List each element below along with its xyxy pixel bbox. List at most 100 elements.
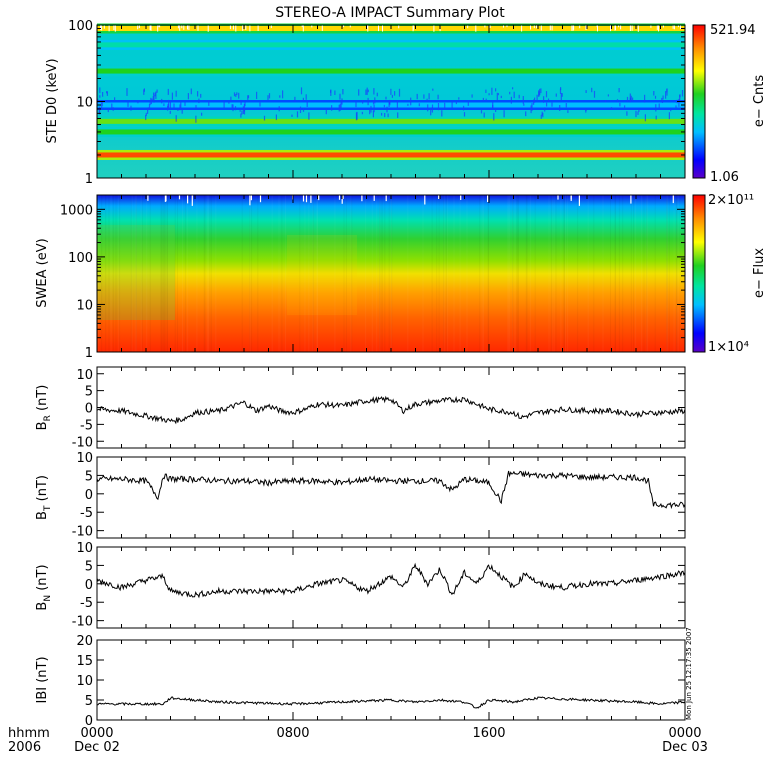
- ste-noise-streak: [306, 101, 308, 107]
- ste-noise-streak: [99, 106, 101, 115]
- swea-data-gap: [373, 195, 375, 201]
- swea-streak: [517, 195, 519, 352]
- swea-streak: [182, 195, 183, 352]
- ste-noise-streak: [184, 102, 186, 106]
- ste-data-gap: [573, 25, 575, 30]
- swea-streak: [312, 195, 314, 352]
- ste-noise-streak: [299, 106, 302, 113]
- br-ylabel-sub: R: [43, 415, 53, 421]
- ste-noise-streak: [300, 87, 303, 95]
- ste-data-gap: [301, 25, 303, 28]
- swea-streak: [149, 195, 151, 352]
- ste-data-gap: [489, 25, 491, 28]
- ste-noise-streak: [653, 91, 655, 96]
- ste-noise-streak: [540, 88, 542, 94]
- swea-streak: [257, 195, 259, 352]
- ste-data-gap: [149, 25, 151, 31]
- ste-noise-streak: [223, 101, 225, 108]
- swea-streak: [391, 195, 393, 352]
- ste-data-gap: [311, 25, 313, 28]
- swea-data-gap: [578, 195, 580, 206]
- bn-ytick-label: 10: [76, 541, 93, 556]
- ste-noise-streak: [560, 93, 562, 101]
- bmag-ytick-label: 0: [85, 714, 93, 729]
- ste-data-gap: [382, 25, 383, 32]
- ste-noise-streak: [148, 104, 151, 109]
- ste-data-gap: [650, 25, 652, 28]
- ste-data-gap: [138, 25, 140, 29]
- ste-noise-streak: [437, 103, 440, 111]
- ste-noise-streak: [102, 92, 104, 97]
- swea-streak: [614, 195, 616, 352]
- swea-streak: [676, 195, 678, 352]
- ste-noise-streak: [525, 111, 527, 117]
- ste-data-gap: [137, 25, 139, 30]
- ste-data-gap: [229, 25, 231, 30]
- ste-noise-streak: [342, 89, 344, 95]
- swea-streak: [162, 195, 164, 352]
- ste-noise-streak: [638, 108, 640, 112]
- ste-noise-streak: [282, 90, 284, 99]
- swea-streak: [241, 195, 243, 352]
- ste-noise-streak: [151, 98, 153, 101]
- ste-data-gap: [367, 25, 369, 32]
- bt-ylabel-sub: T: [43, 505, 53, 512]
- ste-noise-streak: [240, 99, 242, 105]
- swea-streak: [166, 195, 168, 352]
- swea-streak: [443, 195, 445, 352]
- swea-streak: [112, 195, 114, 352]
- ste-noise-streak: [361, 111, 363, 115]
- swea-streak: [677, 195, 679, 352]
- swea-streak: [459, 195, 461, 352]
- swea-early-region: [97, 225, 175, 320]
- ste-noise-streak: [426, 98, 428, 102]
- swea-streak: [285, 195, 286, 352]
- swea-streak: [453, 195, 455, 352]
- ste-noise-streak: [480, 110, 483, 114]
- swea-streak: [593, 195, 595, 352]
- swea-streak: [567, 195, 569, 352]
- ste-noise-streak: [644, 114, 646, 122]
- ste-noise-streak: [340, 101, 342, 109]
- br-ylabel: BR (nT): [35, 385, 53, 431]
- swea-streak: [210, 195, 212, 352]
- ste-data-gap: [467, 25, 469, 29]
- ste-noise-streak: [383, 104, 385, 108]
- ste-noise-streak: [197, 91, 199, 97]
- ste-noise-streak: [655, 104, 657, 112]
- ste-noise-streak: [431, 107, 433, 113]
- swea-streak: [618, 195, 620, 352]
- ste-data-gap: [270, 25, 272, 28]
- ste-noise-streak: [540, 114, 542, 119]
- ste-noise-streak: [358, 89, 360, 96]
- ste-noise-streak: [678, 98, 680, 107]
- ste-noise-streak: [173, 103, 175, 109]
- bmag-ylabel-main: IBI (nT): [35, 656, 50, 703]
- swea-streak: [534, 195, 536, 352]
- ste-noise-streak: [370, 105, 372, 113]
- ste-data-gap: [433, 25, 435, 32]
- swea-streak: [666, 195, 668, 352]
- swea-data-gap: [438, 195, 440, 199]
- swea-streak: [668, 195, 670, 352]
- ste-data-gap: [585, 25, 587, 30]
- ste-data-gap: [321, 25, 323, 31]
- ste-noise-streak: [305, 94, 307, 100]
- swea-streak: [509, 195, 511, 352]
- ste-data-gap: [188, 25, 190, 30]
- ste-noise-streak: [384, 113, 386, 118]
- ste-data-gap: [656, 25, 658, 30]
- ste-noise-streak: [374, 97, 376, 104]
- ste-noise-streak: [542, 112, 544, 118]
- swea-streak: [140, 195, 142, 352]
- swea-data-gap: [672, 195, 674, 204]
- ste-noise-streak: [302, 97, 304, 102]
- ste-noise-streak: [662, 95, 664, 100]
- ste-noise-streak: [567, 110, 569, 113]
- ste-data-gap: [378, 25, 379, 32]
- ste-noise-streak: [416, 93, 418, 100]
- ste-ytick-label: 100: [68, 19, 93, 34]
- ste-noise-streak: [491, 87, 493, 95]
- ste-noise-streak: [153, 94, 155, 103]
- swea-streak: [602, 195, 604, 352]
